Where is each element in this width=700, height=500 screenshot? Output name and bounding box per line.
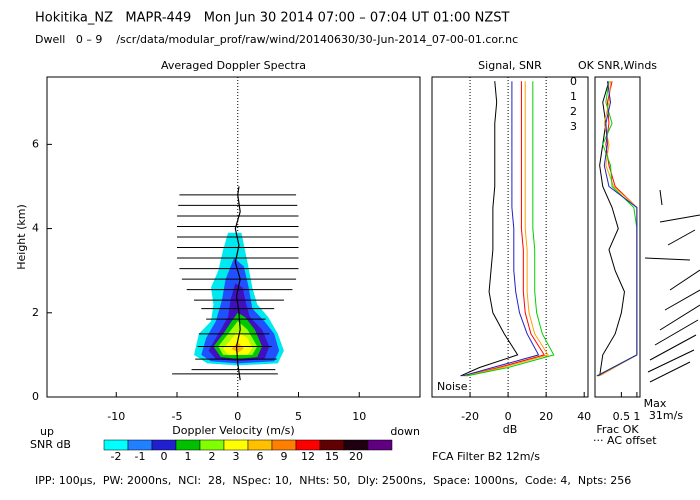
x-tick-label: 0 <box>234 410 241 423</box>
x-axis-label: dB <box>503 423 518 436</box>
x-tick-label: -10 <box>107 410 125 423</box>
header-dwell: Dwell 0 – 9 /scr/data/modular_prof/raw/w… <box>35 33 518 46</box>
colorbar-label: 20 <box>349 450 363 463</box>
colorbar-swatch <box>295 439 321 451</box>
plot-frame <box>431 76 589 398</box>
colorbar-label: 12 <box>301 450 315 463</box>
x-tick-label: 0 <box>505 410 512 423</box>
x-tick-label: 20 <box>539 410 553 423</box>
colorbar-swatch <box>343 439 369 451</box>
x-tick-label: 10 <box>352 410 366 423</box>
series-line <box>596 81 638 377</box>
x-tick-label: 1 <box>633 410 640 423</box>
y-tick-label: 0 <box>32 390 39 403</box>
colorbar-label: 6 <box>257 450 264 463</box>
colorbar-title: SNR dB <box>30 438 71 451</box>
x-axis-label: Frac OK <box>596 423 639 436</box>
colorbar-swatch <box>127 439 153 451</box>
contour-band <box>231 342 244 353</box>
footer-params: IPP: 100μs, PW: 2000ns, NCI: 28, NSpec: … <box>35 474 631 487</box>
max-label: Max <box>644 397 667 410</box>
x-tick-label: 40 <box>577 410 591 423</box>
colorbar-swatch <box>175 439 201 451</box>
panel-title: Signal, SNR <box>478 59 542 72</box>
x-tick-label: -20 <box>461 410 479 423</box>
colorbar-swatch <box>151 439 177 451</box>
series-line <box>464 81 546 377</box>
up-label: up <box>40 425 54 438</box>
x-axis-label: Doppler Velocity (m/s) <box>172 424 294 437</box>
panel-title: Averaged Doppler Spectra <box>161 59 306 72</box>
colorbar-swatch <box>223 439 249 451</box>
down-label: down <box>390 425 420 438</box>
colorbar-label: 9 <box>281 450 288 463</box>
max-value: 31m/s <box>649 409 683 422</box>
colorbar-label: 15 <box>325 450 339 463</box>
colorbar-label: 3 <box>233 450 240 463</box>
legend-entry: 2 <box>570 105 577 118</box>
plot-frame <box>46 76 421 398</box>
series-line <box>460 81 519 377</box>
wind-barbs <box>644 189 700 383</box>
series-line <box>464 81 549 377</box>
plot-frame <box>594 76 641 398</box>
y-tick-label: 4 <box>32 222 39 235</box>
y-tick-label: 6 <box>32 137 39 150</box>
colorbar-swatch <box>319 439 345 451</box>
mean-velocity <box>234 186 241 381</box>
x-tick-label: 5 <box>295 410 302 423</box>
noise-label: Noise <box>437 380 468 393</box>
colorbar-label: 2 <box>209 450 216 463</box>
colorbar-label: -1 <box>135 450 146 463</box>
colorbar-swatch <box>247 439 273 451</box>
x-tick-label: -5 <box>172 410 183 423</box>
legend-entry: 0 <box>570 75 577 88</box>
colorbar-label: 1 <box>185 450 192 463</box>
colorbar-swatch <box>199 439 225 451</box>
colorbar-label: 0 <box>161 450 168 463</box>
series-line <box>466 81 555 377</box>
legend-entry: 1 <box>570 90 577 103</box>
legend-entry: 3 <box>570 120 577 133</box>
x-axis-label-2: ··· AC offset <box>593 434 657 447</box>
panel-title: OK SNR,Winds <box>578 59 657 72</box>
filter-note: FCA Filter B2 12m/s <box>432 450 540 463</box>
y-tick-label: 2 <box>32 306 39 319</box>
colorbar-swatch <box>367 439 393 451</box>
colorbar-swatch <box>271 439 297 451</box>
x-tick-label: 0.5 <box>613 410 631 423</box>
header-title: Hokitika_NZ MAPR-449 Mon Jun 30 2014 07:… <box>35 11 509 26</box>
colorbar-label: -2 <box>111 450 122 463</box>
colorbar-swatch <box>103 439 129 451</box>
y-axis-label: Height (km) <box>15 204 28 270</box>
series-line <box>599 81 625 377</box>
series-line <box>462 81 540 377</box>
